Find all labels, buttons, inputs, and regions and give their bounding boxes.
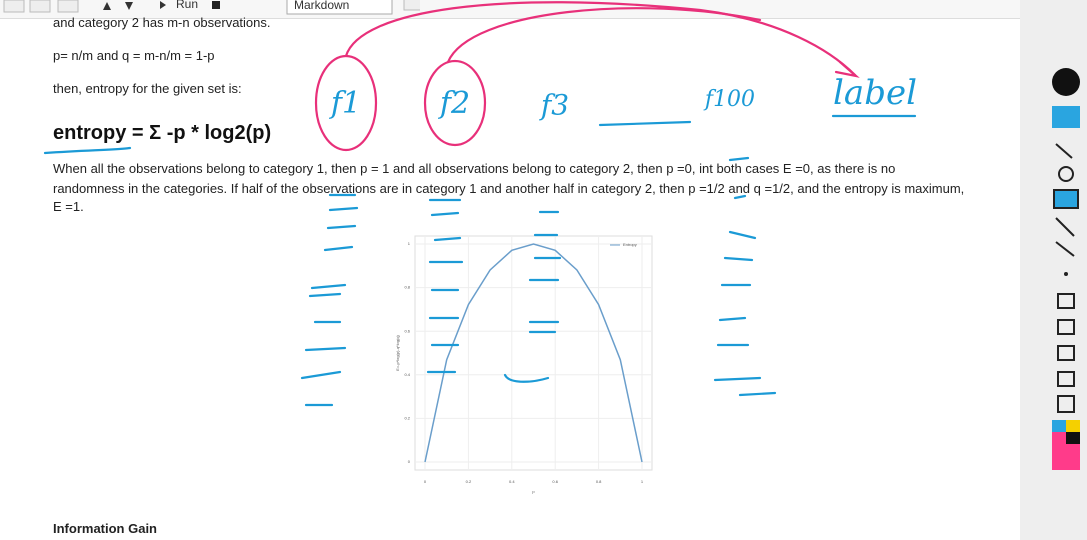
x-tick-label: 0.2 [466,479,472,484]
heading: Information Gain [53,521,157,536]
paragraph-line: E =1. [53,199,84,214]
handwritten-note: f100 [703,87,755,112]
x-tick-label: 0.8 [596,479,602,484]
text-line: and category 2 has m-n observations. [53,15,271,30]
plot-area [414,235,653,471]
x-tick-label: 1 [641,479,644,484]
y-tick-label: 0 [408,459,411,464]
tool-logo[interactable] [1052,68,1080,96]
color-swatch[interactable] [1066,420,1080,432]
y-tick-label: 1 [408,241,411,246]
y-tick-label: 0.8 [404,285,410,290]
run-button[interactable]: Run [176,0,199,11]
legend-label: Entropy [623,242,637,247]
handwritten-note: f1 [329,86,361,121]
annotation-layer: f1 f2 f3 f100 label [43,1,917,407]
tool-pen[interactable] [1055,217,1075,237]
tool-eraser[interactable] [1055,241,1075,257]
pen-toolbar [1052,68,1080,470]
figure: 0 0.2 0.4 0.6 0.8 1 0 0.2 0.4 0.6 0.8 1 p E=-p*log(p)… [395,228,656,495]
arrow-head [834,60,860,78]
tool-board[interactable] [1057,345,1075,361]
x-tick-label: 0 [424,479,427,484]
handwritten-note: f2 [438,86,470,121]
handwritten-note: f3 [539,89,569,122]
tool-clear[interactable] [1057,319,1075,335]
formula: entropy = Σ -p * log2(p) [53,122,272,144]
toolbar-icons [3,0,425,15]
tool-undo[interactable] [1057,293,1075,309]
x-tick-label: 0.6 [552,479,558,484]
y-axis-label: E=-p*log(p)-q*log(q) [395,334,400,370]
line-series [424,243,643,463]
tool-eye[interactable] [1052,106,1080,128]
text-line: then, entropy for the given set is: [53,81,242,96]
figure-frame [396,228,656,490]
tool-menu[interactable] [1057,395,1075,413]
tool-hide[interactable] [1058,166,1074,182]
y-tick-label: 0.4 [404,372,410,377]
color-swatch[interactable] [1052,444,1080,470]
y-tick-label: 0.6 [404,328,410,333]
tool-camera[interactable] [1057,371,1075,387]
toolbar: Run Markdown [0,0,1020,19]
color-swatch[interactable] [1052,432,1066,444]
tool-pointer[interactable] [1055,143,1073,159]
color-swatch[interactable] [1066,432,1080,444]
x-axis-label: p [532,489,535,494]
y-tick-label: 0.2 [404,415,410,420]
cell-type-select[interactable]: Markdown [294,0,350,12]
tool-highlighter[interactable] [1053,189,1079,209]
arrow [446,7,762,64]
arrow [344,1,857,77]
handwritten-note: label [833,73,917,113]
color-swatch[interactable] [1052,420,1066,432]
text-line: p= n/m and q = m-n/m = 1-p [53,48,215,63]
x-tick-label: 0.4 [509,479,515,484]
paragraph-line: randomness in the categories. If half of… [53,181,965,196]
circle [423,59,487,147]
paragraph-line: When all the observations belong to cate… [53,161,896,176]
